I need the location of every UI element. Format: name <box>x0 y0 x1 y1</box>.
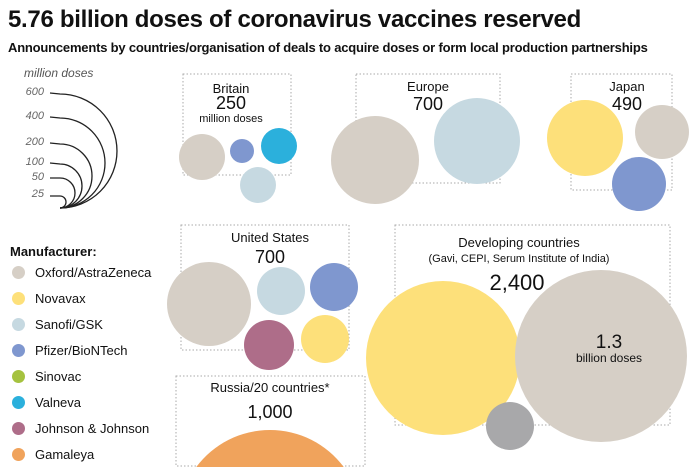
group-total: 2,400 <box>489 270 544 295</box>
scale-label-200: 200 <box>25 136 44 148</box>
chart-subtitle: Announcements by countries/organisation … <box>8 40 648 55</box>
scale-label-50: 50 <box>31 171 44 183</box>
scale-arc <box>49 162 83 209</box>
group-box <box>175 375 366 467</box>
legend-swatch <box>12 318 25 331</box>
legend-item: Pfizer/BioNTech <box>12 343 127 358</box>
bubble-gamaleya <box>196 430 344 467</box>
group-total: 1,000 <box>247 402 292 422</box>
group-title: Britain <box>213 81 250 96</box>
legend-item: Gamaleya <box>12 447 94 462</box>
legend-swatch <box>12 344 25 357</box>
scale-label-100: 100 <box>25 156 44 168</box>
legend-swatch <box>12 448 25 461</box>
scale-arc <box>50 195 67 209</box>
group-box <box>182 73 292 176</box>
legend-label: Gamaleya <box>35 447 95 462</box>
legend-item: Sanofi/GSK <box>12 317 103 332</box>
group-title: Developing countries <box>458 235 580 250</box>
group-title: Europe <box>407 79 449 94</box>
group-total: 700 <box>255 247 285 267</box>
legend-label: Johnson & Johnson <box>35 421 150 436</box>
legend-label: Valneva <box>35 395 82 410</box>
legend-title: Manufacturer: <box>10 244 97 259</box>
scale-label-600: 600 <box>25 86 44 98</box>
group-total: 250 <box>216 93 246 113</box>
legend-label: Sanofi/GSK <box>35 317 103 332</box>
group-unit: million doses <box>199 113 263 125</box>
bubble-oxford-astrazeneca <box>515 270 687 442</box>
bubble-oxford-astrazeneca <box>331 116 419 204</box>
bubble-other <box>486 402 534 450</box>
bubble-novavax <box>366 281 520 435</box>
bubble-pfizer-biontech <box>310 263 358 311</box>
group-title: Japan <box>609 79 644 94</box>
bubble-johnson-johnson <box>244 320 294 370</box>
group-title: Russia/20 countries* <box>210 380 329 395</box>
scale-title: million doses <box>24 66 94 80</box>
legend-swatch <box>12 396 25 409</box>
scale-arc <box>49 142 93 209</box>
legend-swatch <box>12 266 25 279</box>
bubble-sanofi-gsk <box>434 98 520 184</box>
legend-item: Novavax <box>12 291 86 306</box>
bubble-oxford-astrazeneca <box>635 105 689 159</box>
legend-swatch <box>12 422 25 435</box>
callout-unit: billion doses <box>576 351 642 365</box>
group-title: United States <box>231 230 310 245</box>
legend-label: Oxford/AstraZeneca <box>35 265 152 280</box>
legend-label: Sinovac <box>35 369 82 384</box>
bubble-pfizer-biontech <box>230 139 254 163</box>
legend-item: Sinovac <box>12 369 81 384</box>
bubble-oxford-astrazeneca <box>179 134 225 180</box>
bubble-novavax <box>301 315 349 363</box>
legend-label: Novavax <box>35 291 86 306</box>
group-total: 700 <box>413 94 443 114</box>
legend-label: Pfizer/BioNTech <box>35 343 128 358</box>
bubble-sanofi-gsk <box>257 267 305 315</box>
bubble-valneva <box>261 128 297 164</box>
legend-swatch <box>12 370 25 383</box>
bubble-oxford-astrazeneca <box>167 262 251 346</box>
group-box <box>180 224 350 351</box>
group-total: 490 <box>612 94 642 114</box>
legend-item: Valneva <box>12 395 81 410</box>
legend-item: Oxford/AstraZeneca <box>12 265 151 280</box>
scale-label-25: 25 <box>31 188 44 200</box>
chart-title: 5.76 billion doses of coronavirus vaccin… <box>8 6 581 33</box>
bubble-sanofi-gsk <box>240 167 276 203</box>
scale-arc <box>49 92 118 209</box>
legend-item: Johnson & Johnson <box>12 421 149 436</box>
scale-arc <box>49 116 106 209</box>
bubble-pfizer-biontech <box>612 157 666 211</box>
bubble-novavax <box>547 100 623 176</box>
scale-label-400: 400 <box>25 110 44 122</box>
scale-arc <box>50 177 76 209</box>
callout-value: 1.3 <box>596 332 622 353</box>
group-note: (Gavi, CEPI, Serum Institute of India) <box>429 253 610 265</box>
legend-swatch <box>12 292 25 305</box>
